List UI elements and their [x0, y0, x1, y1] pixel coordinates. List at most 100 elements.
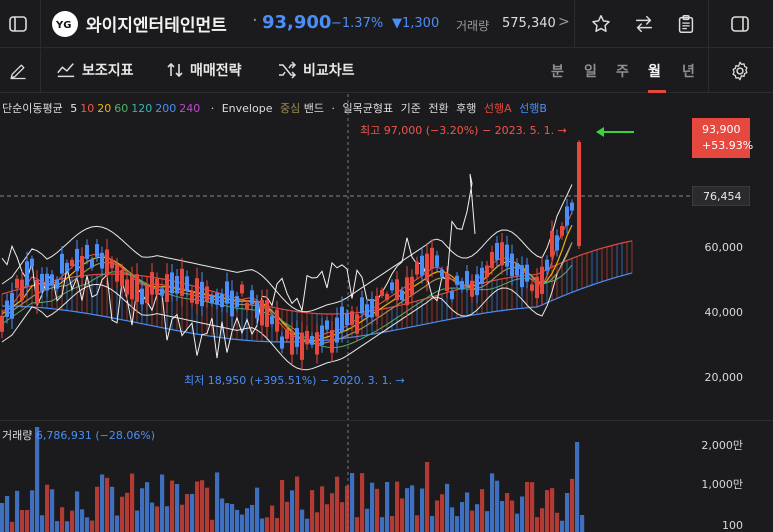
- period-week-tab[interactable]: 주: [616, 64, 629, 80]
- volume-value: 575,340: [502, 16, 556, 31]
- volume-bar: [235, 509, 240, 532]
- toolbar-divider: [40, 49, 41, 93]
- candle-body: [225, 281, 229, 304]
- candle-body: [550, 230, 554, 257]
- clipboard-button[interactable]: [670, 8, 702, 40]
- candle-body: [405, 277, 409, 306]
- reference-price-tag: 76,454: [692, 186, 750, 206]
- favorite-button[interactable]: [585, 8, 617, 40]
- volume-bar: [470, 510, 475, 532]
- candle-body: [115, 264, 119, 282]
- chart-settings-button[interactable]: [724, 55, 756, 87]
- candle-body: [325, 320, 329, 330]
- volume-bar: [375, 488, 380, 532]
- volume-bar: [510, 500, 515, 532]
- volume-bar: [525, 481, 530, 532]
- ichimoku-label: 일목균형표: [342, 102, 394, 115]
- candle-body: [375, 295, 379, 317]
- pane-divider[interactable]: [0, 420, 773, 421]
- candle-body: [80, 255, 84, 278]
- candle-body: [577, 142, 581, 246]
- ichimoku-lead-a-label: 선행A: [483, 102, 512, 115]
- volume-bar: [145, 482, 150, 532]
- volume-bar: [250, 505, 255, 532]
- candle-body: [210, 295, 214, 304]
- candle-body: [235, 296, 239, 308]
- price-chart[interactable]: [0, 94, 690, 532]
- volume-bar: [55, 521, 60, 532]
- volume-bar: [440, 494, 445, 532]
- candle-body: [40, 273, 44, 291]
- volume-bar: [515, 513, 520, 532]
- candle-body: [205, 286, 209, 302]
- volume-axis-label: 100: [722, 519, 743, 532]
- right-panel-toggle-button[interactable]: [724, 8, 756, 40]
- volume-bar: [120, 496, 125, 532]
- candle-body: [150, 272, 154, 295]
- candle-body: [465, 271, 469, 287]
- volume-bar: [475, 504, 480, 532]
- volume-label: 거래량: [456, 19, 490, 33]
- candle-body: [320, 325, 324, 345]
- candle-body: [170, 272, 174, 294]
- volume-bar: [290, 490, 295, 532]
- volume-bar: [565, 493, 570, 532]
- volume-legend[interactable]: 거래량 6,786,931 (−28.06%): [2, 427, 155, 443]
- envelope-lower-line: [1, 242, 573, 371]
- indicator-legend[interactable]: 단순이동평균 5 10 20 60 120 200 240 · Envelope 중심 밴드…: [2, 100, 551, 116]
- period-year-tab[interactable]: 년: [682, 64, 695, 80]
- volume-bar: [115, 515, 120, 532]
- volume-bar: [540, 508, 545, 532]
- candle-body: [10, 292, 14, 319]
- candle-body: [310, 336, 314, 345]
- candle-body: [15, 278, 19, 289]
- volume-bar: [80, 509, 85, 532]
- indicators-button[interactable]: 보조지표: [56, 60, 134, 80]
- volume-bar: [135, 510, 140, 532]
- candle-body: [45, 273, 49, 291]
- candle-body: [305, 330, 309, 345]
- volume-bar: [335, 476, 340, 532]
- period-day-tab[interactable]: 일: [584, 64, 597, 80]
- candle-body: [110, 259, 114, 269]
- candle-body: [410, 276, 414, 296]
- volume-bar: [380, 517, 385, 532]
- candle-body: [415, 261, 419, 275]
- candle-body: [445, 273, 449, 291]
- volume-bar: [435, 500, 440, 532]
- candle-body: [85, 244, 89, 259]
- volume-bar: [20, 509, 25, 532]
- drawing-tool-button[interactable]: [2, 55, 34, 87]
- ichimoku-lead-b-label: 선행B: [519, 102, 547, 115]
- volume-bar: [170, 480, 175, 532]
- sidebar-toggle-button[interactable]: [2, 8, 34, 40]
- strategy-label: 매매전략: [190, 63, 242, 79]
- yg-logo-icon: YG: [56, 20, 71, 30]
- stock-name[interactable]: 와이지엔터테인먼트: [86, 16, 227, 36]
- high-price-annotation: 최고 97,000 (−3.20%) − 2023. 5. 1. →: [360, 124, 567, 137]
- volume-bar: [85, 517, 90, 532]
- right-panel-icon: [731, 16, 749, 32]
- swap-button[interactable]: [628, 8, 660, 40]
- volume-bar: [5, 496, 10, 532]
- candle-body: [255, 301, 259, 319]
- candle-body: [385, 293, 389, 300]
- candle-body: [370, 298, 374, 318]
- volume-bar: [0, 502, 5, 532]
- period-month-tab[interactable]: 월: [648, 64, 661, 80]
- candle-body: [135, 274, 139, 302]
- volume-bar: [325, 504, 330, 532]
- candle-body: [530, 284, 534, 291]
- volume-bar: [70, 510, 75, 532]
- strategy-button[interactable]: 매매전략: [166, 60, 242, 80]
- candle-body: [290, 331, 294, 355]
- candle-body: [520, 265, 524, 288]
- chevron-right-icon[interactable]: >: [558, 14, 570, 30]
- compare-button[interactable]: 비교차트: [277, 60, 355, 80]
- candle-body: [35, 279, 39, 305]
- volume-bar: [130, 473, 135, 532]
- volume-bar: [320, 486, 325, 532]
- period-minute-tab[interactable]: 분: [551, 64, 564, 80]
- candle-body: [390, 282, 394, 291]
- indicators-label: 보조지표: [82, 63, 134, 79]
